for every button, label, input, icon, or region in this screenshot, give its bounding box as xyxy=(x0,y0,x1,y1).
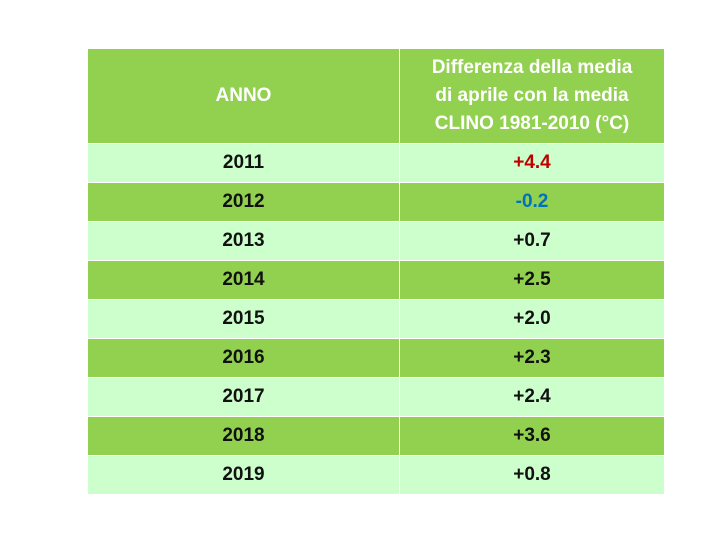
table-row: 2015 +2.0 xyxy=(87,299,665,339)
table-row: 2012 -0.2 xyxy=(87,182,665,222)
header-year: ANNO xyxy=(87,48,400,144)
year-cell: 2019 xyxy=(87,455,400,495)
value-cell: +0.8 xyxy=(399,455,665,495)
year-cell: 2017 xyxy=(87,377,400,417)
table-row: 2011 +4.4 xyxy=(87,143,665,183)
april-temperature-anomaly-table: ANNO Differenza della media di aprile co… xyxy=(87,48,665,495)
value-cell: +3.6 xyxy=(399,416,665,456)
value-cell: +4.4 xyxy=(399,143,665,183)
header-difference: Differenza della media di aprile con la … xyxy=(399,48,665,144)
table-row: 2013 +0.7 xyxy=(87,221,665,261)
year-cell: 2015 xyxy=(87,299,400,339)
year-cell: 2014 xyxy=(87,260,400,300)
year-cell: 2011 xyxy=(87,143,400,183)
year-cell: 2018 xyxy=(87,416,400,456)
value-cell: +2.5 xyxy=(399,260,665,300)
value-cell: +2.4 xyxy=(399,377,665,417)
value-cell: +2.3 xyxy=(399,338,665,378)
value-cell: -0.2 xyxy=(399,182,665,222)
table-row: 2014 +2.5 xyxy=(87,260,665,300)
year-cell: 2012 xyxy=(87,182,400,222)
header-row: ANNO Differenza della media di aprile co… xyxy=(87,48,665,144)
year-cell: 2016 xyxy=(87,338,400,378)
table-row: 2017 +2.4 xyxy=(87,377,665,417)
header-difference-line-2: di aprile con la media xyxy=(435,85,629,106)
table-row: 2016 +2.3 xyxy=(87,338,665,378)
table-body: 2011 +4.4 2012 -0.2 2013 +0.7 2014 +2.5 … xyxy=(87,143,665,495)
table-row: 2018 +3.6 xyxy=(87,416,665,456)
header-difference-line-3: CLINO 1981-2010 (°C) xyxy=(434,113,630,134)
data-table-container: ANNO Differenza della media di aprile co… xyxy=(87,48,665,495)
table-header: ANNO Differenza della media di aprile co… xyxy=(87,48,665,144)
value-cell: +2.0 xyxy=(399,299,665,339)
value-cell: +0.7 xyxy=(399,221,665,261)
header-difference-line-1: Differenza della media xyxy=(431,57,633,78)
year-cell: 2013 xyxy=(87,221,400,261)
table-row: 2019 +0.8 xyxy=(87,455,665,495)
